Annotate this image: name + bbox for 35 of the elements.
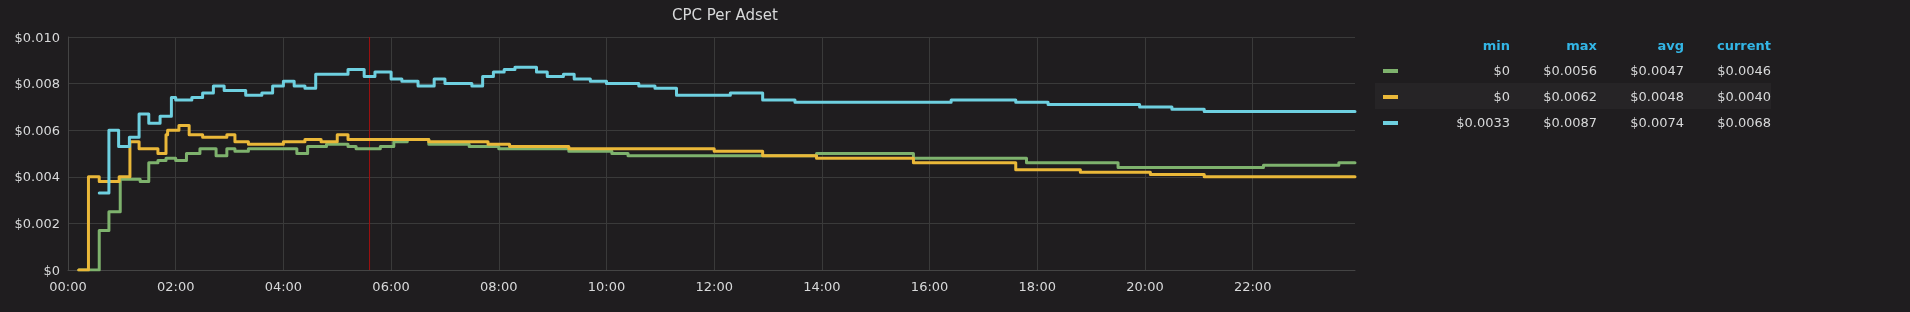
x-tick-label: 10:00 (587, 279, 626, 294)
y-tick-label: $0.010 (14, 29, 60, 45)
chart-title: CPC Per Adset (672, 5, 779, 24)
x-tick-label: 04:00 (264, 279, 303, 294)
text: $0.0040 (1716, 87, 1771, 106)
text: $0.0074 (1629, 113, 1684, 132)
text: $0.0048 (1629, 87, 1684, 106)
y-tick-label: $0.004 (14, 169, 60, 185)
y-tick-label: $0.002 (14, 215, 60, 231)
text: $0.0046 (1716, 61, 1771, 80)
x-tick-label: 00:00 (49, 279, 87, 294)
x-tick-label: 22:00 (1233, 279, 1272, 294)
y-tick-label: $0.006 (14, 122, 60, 138)
x-tick-label: 18:00 (1018, 279, 1057, 294)
text: $0.0047 (1629, 61, 1684, 80)
y-tick-label: $0.008 (14, 76, 60, 92)
y-tick-label: $0 (43, 262, 60, 278)
x-tick-label: 14:00 (803, 279, 841, 294)
x-tick-label: 12:00 (695, 279, 733, 294)
text: $0.0062 (1542, 87, 1597, 106)
x-tick-label: 02:00 (156, 279, 195, 294)
text: max (1565, 37, 1597, 55)
x-tick-label: 16:00 (910, 279, 949, 294)
x-tick-label: 08:00 (480, 279, 518, 294)
text: $0 (1492, 87, 1510, 106)
text: $0.0056 (1542, 61, 1597, 80)
text: avg (1656, 37, 1684, 55)
text: $0.0087 (1542, 113, 1597, 132)
x-tick-label: 20:00 (1126, 279, 1164, 294)
x-tick-label: 06:00 (372, 279, 410, 294)
text: $0.0068 (1716, 113, 1771, 132)
text: current (1715, 37, 1771, 55)
text: $0.0033 (1455, 113, 1510, 132)
text: min (1481, 37, 1510, 55)
text: $0 (1492, 61, 1510, 80)
